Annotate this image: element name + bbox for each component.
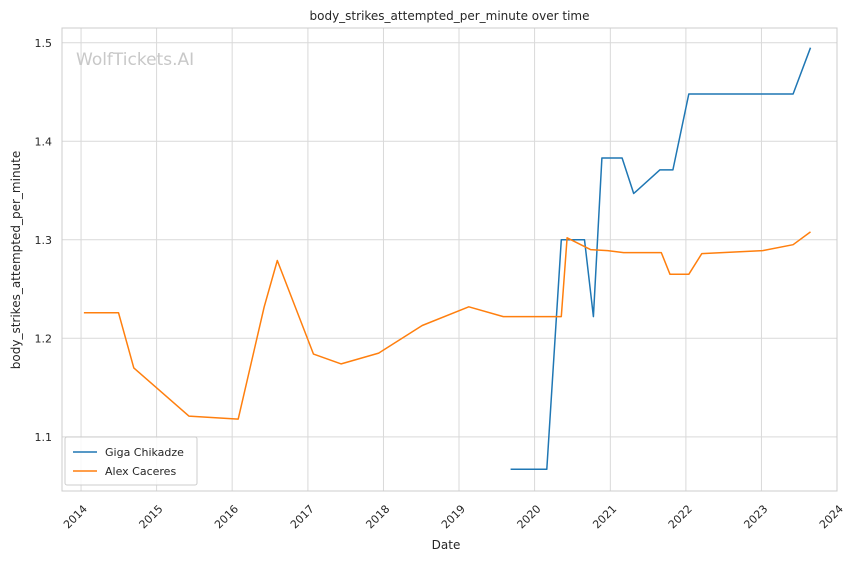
chart-title: body_strikes_attempted_per_minute over t… xyxy=(310,9,590,23)
y-tick-label: 1.1 xyxy=(35,431,53,444)
y-tick-label: 1.3 xyxy=(35,234,53,247)
legend-label-giga-chikadze: Giga Chikadze xyxy=(105,446,184,459)
y-tick-label: 1.4 xyxy=(35,135,53,148)
x-tick-label: 2021 xyxy=(590,502,619,531)
series-line-giga-chikadze xyxy=(510,47,812,471)
x-axis-ticks: 2014 2015 2016 2017 2018 2019 2020 2021 2022 2023… xyxy=(61,502,846,531)
x-tick-label: 2016 xyxy=(212,502,241,531)
x-tick-label: 2019 xyxy=(439,502,468,531)
x-tick-label: 2015 xyxy=(137,502,166,531)
x-tick-label: 2018 xyxy=(363,502,392,531)
y-tick-label: 1.5 xyxy=(35,37,53,50)
x-tick-label: 2014 xyxy=(61,502,90,531)
legend: Giga Chikadze Alex Caceres xyxy=(64,436,198,486)
x-tick-label: 2020 xyxy=(515,502,544,531)
x-axis-label: Date xyxy=(432,538,461,552)
watermark: WolfTickets.AI xyxy=(76,50,194,70)
plot-background xyxy=(62,28,837,491)
y-axis-ticks: 1.1 1.2 1.3 1.4 1.5 xyxy=(35,37,53,444)
x-tick-label: 2022 xyxy=(666,502,695,531)
legend-label-alex-caceres: Alex Caceres xyxy=(105,465,176,478)
x-tick-label: 2023 xyxy=(741,502,770,531)
x-tick-label: 2024 xyxy=(817,502,846,531)
legend-box xyxy=(64,436,198,486)
y-tick-label: 1.2 xyxy=(35,332,53,345)
x-tick-label: 2017 xyxy=(288,502,317,531)
series-line-alex-caceres xyxy=(83,231,811,420)
y-axis-label: body_strikes_attempted_per_minute xyxy=(9,151,23,369)
series-layer xyxy=(83,47,812,471)
plot-frame xyxy=(61,27,838,492)
